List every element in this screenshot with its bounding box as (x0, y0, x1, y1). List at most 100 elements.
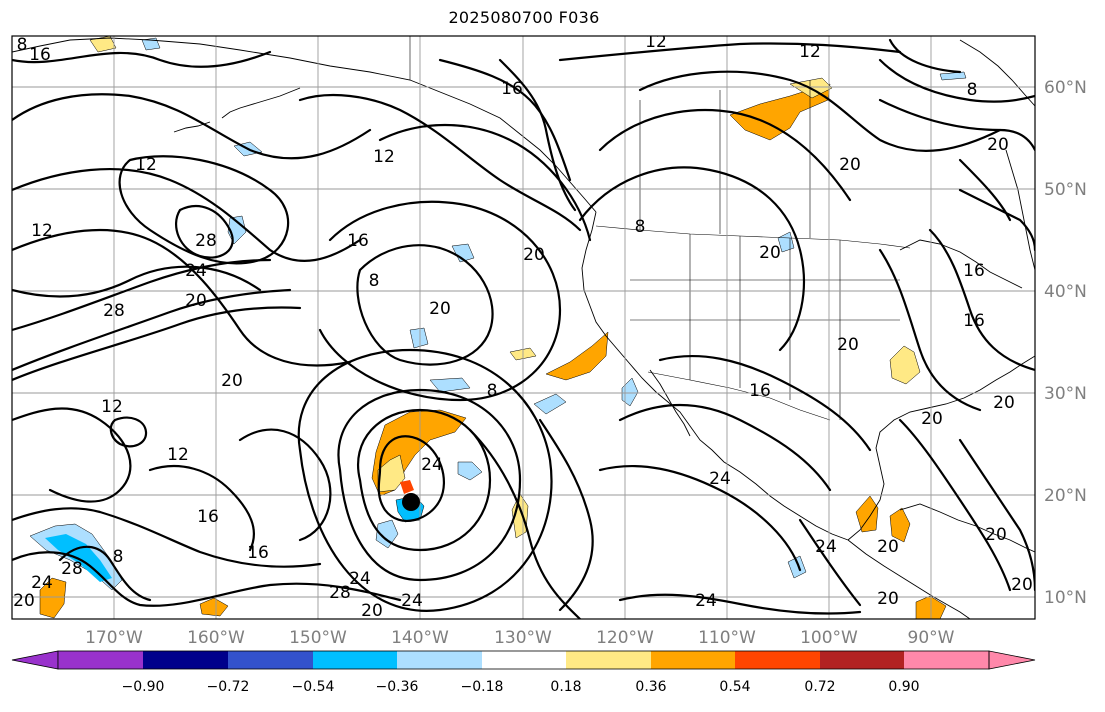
lon-label: 170°W (85, 628, 143, 648)
contour-label: 16 (247, 543, 269, 563)
shade-positive-region (889, 345, 921, 385)
map-title: 2025080700 F036 (448, 8, 600, 27)
alaska-peninsula (221, 87, 301, 119)
colorbar-tick-label: −0.72 (207, 679, 250, 695)
colorbar-extend-low (11, 650, 59, 670)
contour-label: 12 (101, 397, 123, 417)
contour-label: 28 (103, 301, 125, 321)
contour-line (357, 408, 492, 552)
contour-line (538, 418, 594, 612)
lon-label: 140°W (391, 628, 449, 648)
contour-line (12, 93, 372, 160)
contour-line (598, 464, 802, 572)
contour-line (12, 265, 262, 298)
shade-positive-region (545, 331, 609, 381)
contour-label: 12 (31, 221, 53, 241)
contour-label: 8 (17, 35, 28, 55)
contour-line (12, 551, 402, 607)
contour-label: 24 (421, 455, 443, 475)
contour-label: 20 (839, 155, 861, 175)
lon-label: 100°W (800, 628, 858, 648)
contour-label: 24 (695, 591, 717, 611)
contour-line (878, 58, 1035, 103)
contour-line (377, 435, 445, 522)
contour-label: 20 (759, 243, 781, 263)
central-america-coast (847, 539, 971, 619)
contour-line (118, 155, 290, 265)
contour-line (958, 188, 1035, 252)
shade-positive-region (199, 597, 229, 617)
contour-line (12, 507, 322, 568)
contour-line (109, 416, 148, 448)
contour-line (498, 58, 577, 212)
colorbar-tick-label: 0.18 (550, 679, 581, 695)
colorbar-tick-label: 0.36 (635, 679, 666, 695)
us-canada-border (595, 225, 911, 249)
contour-line (468, 428, 582, 619)
contour-label: 8 (635, 217, 646, 237)
contour-label: 20 (877, 589, 899, 609)
lon-label: 150°W (289, 628, 347, 648)
contour-label: 16 (501, 79, 523, 99)
contour-label: 20 (985, 525, 1007, 545)
contour-label: 16 (347, 231, 369, 251)
colorbar-tick-label: −0.36 (376, 679, 419, 695)
colorbar-swatch (651, 651, 735, 669)
colorbar-swatch (566, 651, 651, 669)
contour-label: 12 (167, 445, 189, 465)
contour-line (298, 93, 582, 232)
contour-label: 20 (523, 245, 545, 265)
shade-negative-region (621, 377, 639, 407)
contour-line (618, 593, 862, 615)
contour-line (12, 288, 292, 372)
contour-label: 24 (815, 537, 837, 557)
colorbar-swatch (143, 651, 228, 669)
contour-line (12, 167, 362, 262)
contour-line (238, 428, 332, 542)
contour-line (297, 348, 553, 612)
colorbar-swatch (58, 651, 143, 669)
colorbar-swatch (228, 651, 313, 669)
shade-negative-region (533, 393, 567, 415)
contour-line (12, 50, 272, 68)
contour-line (878, 98, 1035, 152)
contour-line (598, 108, 852, 202)
colorbar-swatch (313, 651, 397, 669)
contour-line (378, 123, 592, 242)
contour-label: 24 (185, 261, 207, 281)
contour-line (356, 244, 494, 366)
contour-label: 16 (963, 261, 985, 281)
height-contours (12, 38, 1035, 619)
contour-line (148, 465, 255, 552)
colorbar-tick-label: −0.90 (122, 679, 165, 695)
contour-line (12, 306, 302, 382)
lon-label: 160°W (187, 628, 245, 648)
contour-line (958, 158, 1012, 222)
east-coast (1005, 149, 1035, 271)
lat-label: 40°N (1044, 282, 1087, 302)
contour-label: 16 (29, 45, 51, 65)
contour-label: 20 (993, 393, 1015, 413)
shade-negative-region (457, 461, 483, 481)
political-borders (409, 36, 911, 421)
contour-label: 16 (197, 507, 219, 527)
contour-line (928, 228, 1035, 372)
contour-label: 8 (487, 381, 498, 401)
contour-label: 8 (369, 271, 380, 291)
contour-line (12, 407, 132, 503)
contour-label: 24 (31, 573, 53, 593)
contour-label: 20 (361, 601, 383, 621)
contour-line (638, 70, 1002, 152)
colorbar-tick-label: 0.54 (719, 679, 750, 695)
latitude-labels: 60°N 50°N 40°N 30°N 20°N 10°N (1044, 78, 1087, 608)
contour-label: 16 (749, 381, 771, 401)
contour-label: 28 (329, 583, 351, 603)
contour-label: 20 (1011, 575, 1033, 595)
contour-label: 20 (221, 371, 243, 391)
shade-negative-region (141, 37, 161, 51)
contour-line (888, 38, 962, 74)
contour-line (578, 166, 806, 352)
contour-label: 20 (185, 291, 207, 311)
colorbar-swatch (904, 651, 989, 669)
contour-label: 20 (877, 537, 899, 557)
